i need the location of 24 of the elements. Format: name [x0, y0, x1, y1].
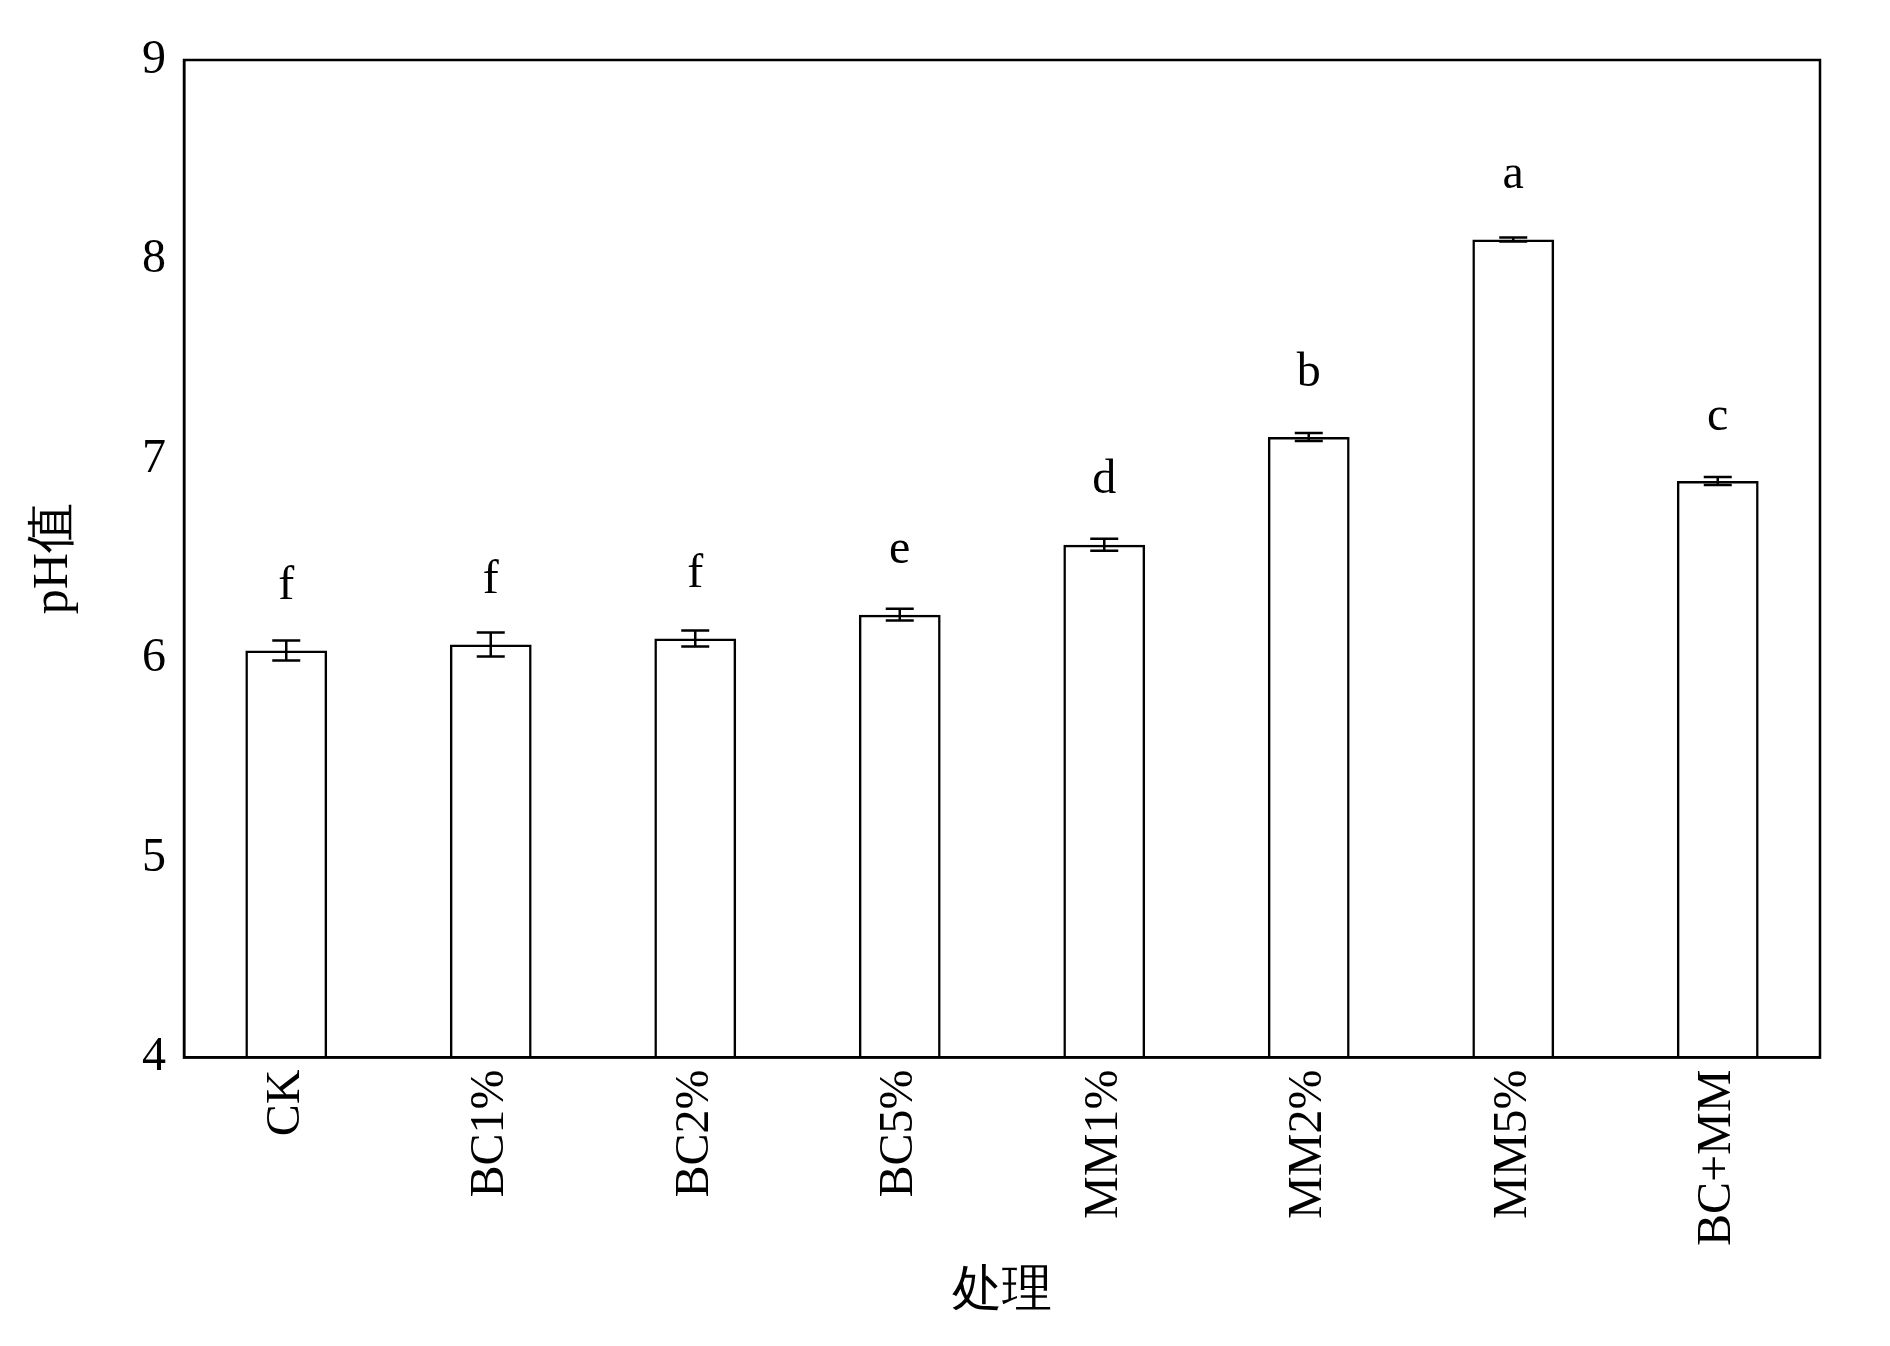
annotation: c — [1707, 386, 1729, 440]
y-tick-label: 6 — [142, 628, 166, 682]
x-tick-label: BC+MM — [1687, 1069, 1741, 1247]
y-tick-label: 4 — [142, 1027, 166, 1081]
x-axis-title: 处理 — [952, 1260, 1052, 1317]
x-tick-label: MM1% — [1073, 1069, 1127, 1219]
y-tick-label: 7 — [142, 428, 166, 482]
annotation: f — [482, 550, 499, 604]
annotation: f — [687, 544, 704, 598]
x-tick-label: BC1% — [460, 1069, 514, 1198]
x-tick-label: MM2% — [1278, 1069, 1332, 1219]
x-tick-label: CK — [255, 1069, 309, 1137]
annotation: b — [1296, 342, 1321, 396]
annotation: d — [1092, 450, 1117, 504]
annotation: e — [889, 520, 911, 574]
x-tick-label: BC5% — [869, 1069, 923, 1198]
y-tick-label: 5 — [142, 827, 166, 881]
annotation: a — [1502, 145, 1524, 199]
x-tick-label: BC2% — [664, 1069, 718, 1198]
y-axis-title: pH值 — [22, 503, 79, 615]
y-tick-label: 8 — [142, 229, 166, 283]
annotation: f — [278, 556, 295, 610]
x-tick-label: MM5% — [1482, 1069, 1536, 1219]
y-tick-label: 9 — [142, 29, 166, 83]
